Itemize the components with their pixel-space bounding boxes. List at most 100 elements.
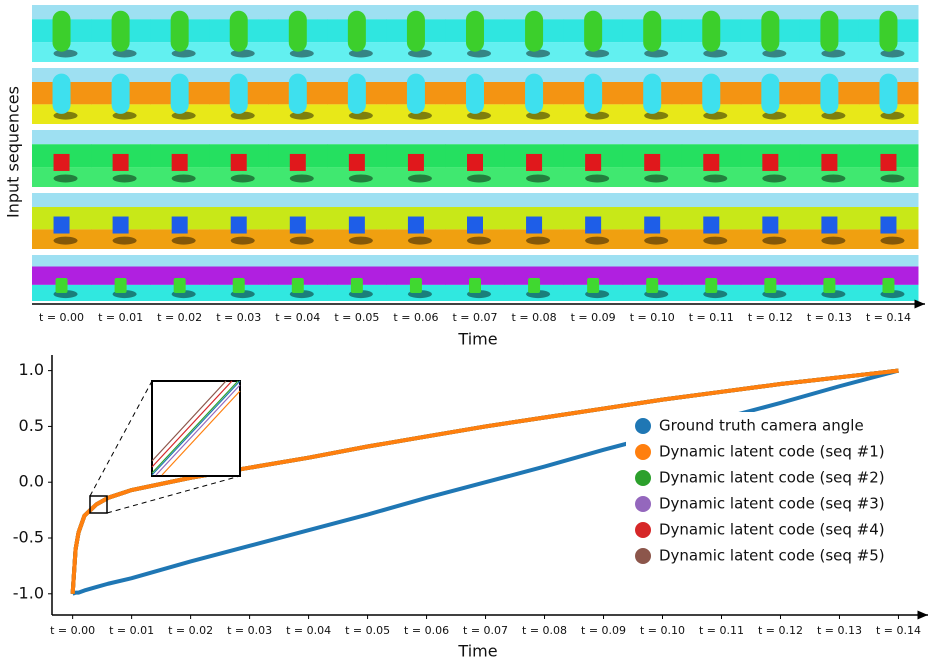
- object: [410, 278, 422, 293]
- object: [113, 217, 129, 234]
- object: [349, 154, 365, 171]
- shadow: [585, 237, 609, 245]
- object: [702, 11, 720, 52]
- shadow: [349, 174, 373, 182]
- shadow: [54, 237, 78, 245]
- sky: [327, 255, 387, 267]
- sky: [741, 193, 801, 207]
- figure: Input sequences Time 1.00.50.0-0.5-1.0t …: [0, 0, 931, 664]
- x-tick-label: t = 0.01: [98, 311, 143, 324]
- x-tick-label: t = 0.00: [50, 624, 95, 637]
- x-tick-label: t = 0.12: [758, 624, 803, 637]
- object: [53, 74, 71, 114]
- x-tick-label: t = 0.01: [109, 624, 154, 637]
- object: [880, 217, 896, 234]
- sky: [623, 130, 683, 144]
- x-tick-label: t = 0.03: [227, 624, 272, 637]
- object: [348, 74, 366, 114]
- x-tick-label: t = 0.11: [699, 624, 744, 637]
- object: [231, 154, 247, 171]
- shadow: [526, 174, 550, 182]
- sky: [209, 255, 269, 267]
- shadow: [585, 174, 609, 182]
- object: [880, 154, 896, 171]
- sky: [209, 130, 269, 144]
- image-grid: [32, 5, 919, 301]
- object: [879, 74, 897, 114]
- sky: [32, 255, 92, 267]
- sky: [386, 255, 446, 267]
- object: [349, 217, 365, 234]
- sky: [859, 130, 919, 144]
- object: [112, 11, 130, 52]
- object: [290, 217, 306, 234]
- shadow: [644, 237, 668, 245]
- x-tick-label: t = 0.10: [630, 311, 675, 324]
- shadow: [172, 237, 196, 245]
- x-tick-label: t = 0.08: [512, 311, 557, 324]
- object: [823, 278, 835, 293]
- shadow: [349, 237, 373, 245]
- zoom-connector: [90, 381, 152, 496]
- object: [172, 217, 188, 234]
- sky: [91, 255, 151, 267]
- object: [526, 217, 542, 234]
- object: [407, 11, 425, 52]
- sky: [445, 193, 505, 207]
- x-tick-label: t = 0.00: [39, 311, 84, 324]
- shadow: [762, 174, 786, 182]
- object: [820, 74, 838, 114]
- y-tick-label: 1.0: [19, 360, 44, 379]
- object: [705, 278, 717, 293]
- sky: [859, 255, 919, 267]
- sky: [800, 193, 860, 207]
- object: [407, 74, 425, 114]
- sky: [91, 130, 151, 144]
- object: [702, 74, 720, 114]
- legend-marker: [635, 444, 651, 460]
- x-tick-label: t = 0.13: [817, 624, 862, 637]
- shadow: [467, 174, 491, 182]
- shadow: [880, 174, 904, 182]
- object: [821, 217, 837, 234]
- shadow: [290, 237, 314, 245]
- object: [231, 217, 247, 234]
- sky: [445, 130, 505, 144]
- sky: [505, 255, 565, 267]
- y-axis-label: Input sequences: [4, 86, 23, 218]
- line-chart: 1.00.50.0-0.5-1.0t = 0.00t = 0.01t = 0.0…: [13, 355, 928, 637]
- x-tick-label: t = 0.05: [345, 624, 390, 637]
- sky: [682, 255, 742, 267]
- object: [289, 11, 307, 52]
- sky: [623, 255, 683, 267]
- object: [56, 278, 68, 293]
- sky: [268, 193, 328, 207]
- legend-label: Dynamic latent code (seq #2): [659, 469, 885, 487]
- legend-marker: [635, 548, 651, 564]
- shadow: [762, 237, 786, 245]
- object: [879, 11, 897, 52]
- x-axis-label: Time: [457, 330, 497, 349]
- x-tick-label: t = 0.06: [393, 311, 438, 324]
- shadow: [526, 237, 550, 245]
- shadow: [231, 174, 255, 182]
- object: [289, 74, 307, 114]
- sky: [150, 193, 210, 207]
- object: [761, 74, 779, 114]
- sky: [32, 193, 92, 207]
- object: [53, 11, 71, 52]
- shadow: [880, 237, 904, 245]
- x-tick-label: t = 0.02: [168, 624, 213, 637]
- object: [230, 11, 248, 52]
- legend-label: Dynamic latent code (seq #5): [659, 547, 885, 565]
- x-tick-label: t = 0.10: [640, 624, 685, 637]
- object: [821, 154, 837, 171]
- y-tick-label: -0.5: [13, 528, 44, 547]
- sky: [150, 130, 210, 144]
- shadow: [54, 174, 78, 182]
- sky: [564, 255, 624, 267]
- legend-label: Dynamic latent code (seq #3): [659, 495, 885, 513]
- object: [644, 154, 660, 171]
- x-tick-label: t = 0.14: [876, 624, 921, 637]
- x-tick-label: t = 0.04: [286, 624, 331, 637]
